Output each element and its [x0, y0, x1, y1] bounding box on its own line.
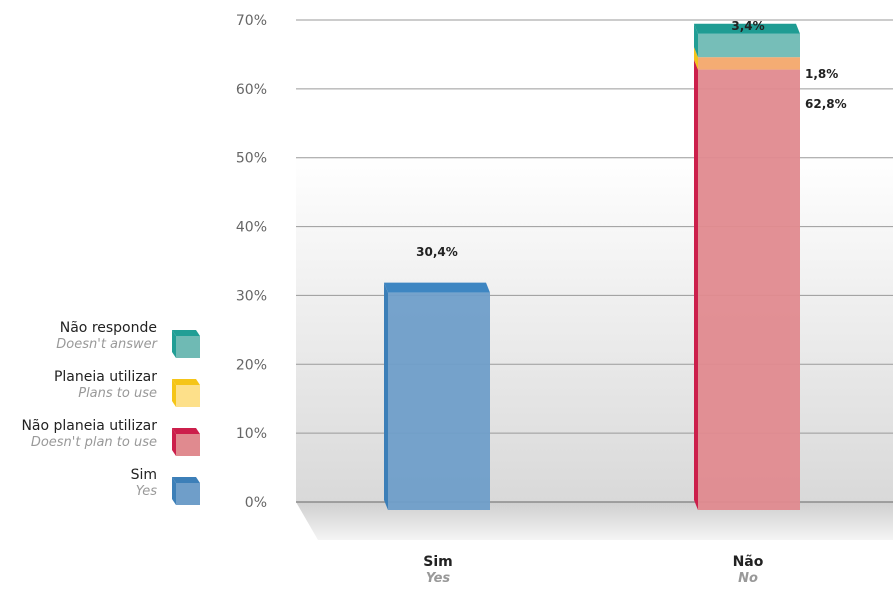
swatch-face: [176, 483, 200, 505]
bar-side: [694, 23, 698, 58]
bar-top: [694, 23, 800, 34]
category-label: Não: [732, 554, 764, 570]
legend-sublabel: Doesn't plan to use: [30, 435, 157, 450]
legend-label: Planeia utilizar: [53, 369, 157, 385]
legend: Não responde Doesn't answer Planeia util…: [0, 318, 205, 514]
legend-sublabel: Plans to use: [78, 386, 157, 401]
y-tick-label: 10%: [236, 426, 267, 442]
teal-cube-icon: [172, 330, 200, 358]
bar-segment-n-o-responde: [698, 33, 800, 58]
data-label: 62,8%: [805, 97, 847, 111]
red-cube-icon: [172, 428, 200, 456]
yellow-cube-icon: [172, 379, 200, 407]
legend-label: Não planeia utilizar: [21, 418, 157, 434]
category-sublabel: Yes: [425, 571, 451, 586]
y-tick-label: 20%: [236, 357, 267, 373]
swatch-top: [172, 477, 200, 483]
swatch-side: [172, 428, 176, 456]
category-label-sim: Sim Yes: [378, 554, 498, 587]
category-sublabel: No: [738, 571, 758, 586]
legend-label: Não responde: [59, 320, 157, 336]
bar-side: [384, 282, 388, 510]
legend-item-nao-planeia-utilizar: Não planeia utilizar Doesn't plan to use: [0, 416, 205, 465]
legend-item-planeia-utilizar: Planeia utilizar Plans to use: [0, 367, 205, 416]
y-tick-label: 50%: [236, 151, 267, 167]
data-label: 3,4%: [731, 19, 764, 33]
legend-item-nao-responde: Não responde Doesn't answer: [0, 318, 205, 367]
blue-cube-icon: [172, 477, 200, 505]
bar-side: [694, 47, 698, 70]
bars: [384, 23, 800, 510]
bar-segment-sim: [388, 292, 490, 510]
y-tick-label: 40%: [236, 220, 267, 236]
plot-floor: [296, 502, 893, 540]
swatch-side: [172, 330, 176, 358]
y-tick-label: 30%: [236, 288, 267, 304]
legend-label: Sim: [130, 467, 157, 483]
swatch-top: [172, 330, 200, 336]
swatch-side: [172, 379, 176, 407]
swatch-top: [172, 379, 200, 385]
data-labels: 30,4% 62,8% 1,8% 3,4%: [416, 19, 846, 259]
data-label: 30,4%: [416, 245, 458, 259]
y-tick-label: 0%: [245, 495, 267, 511]
data-label: 1,8%: [805, 67, 838, 81]
swatch-face: [176, 434, 200, 456]
swatch-face: [176, 385, 200, 407]
legend-sublabel: Yes: [135, 484, 157, 499]
legend-sublabel: Doesn't answer: [56, 337, 157, 352]
legend-item-sim: Sim Yes: [0, 465, 205, 514]
bar-side: [694, 59, 698, 510]
category-label: Sim: [423, 554, 453, 570]
y-tick-label: 60%: [236, 82, 267, 98]
swatch-side: [172, 477, 176, 505]
y-axis-ticks: 0% 10% 20% 30% 40% 50% 60% 70%: [236, 13, 267, 511]
bar-segment-planeia-utilizar: [698, 57, 800, 70]
bar-segment-n-o-planeia-utilizar: [698, 69, 800, 510]
bar-top: [384, 282, 490, 293]
y-tick-label: 70%: [236, 13, 267, 29]
swatch-face: [176, 336, 200, 358]
category-label-nao: Não No: [688, 554, 808, 587]
swatch-top: [172, 428, 200, 434]
